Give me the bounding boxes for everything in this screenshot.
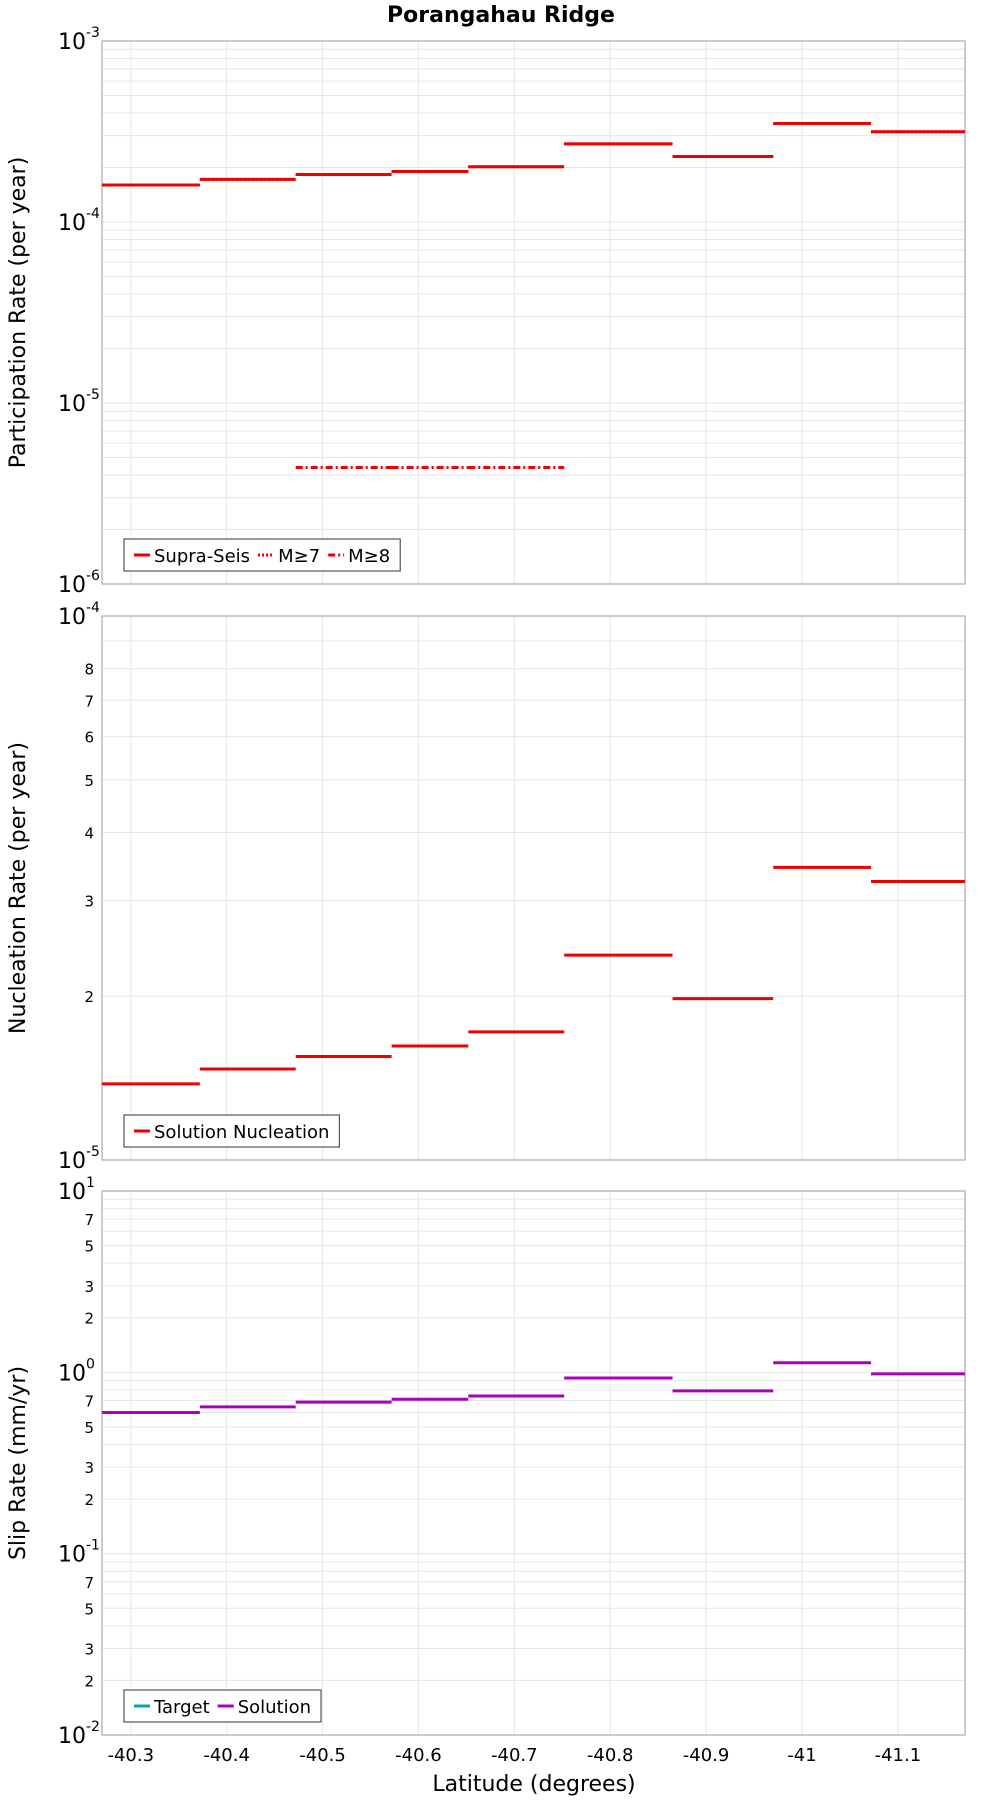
y-minor-tick-label: 2 [84, 1672, 94, 1690]
y-tick-label: 10-6 [58, 568, 100, 598]
y-tick-label: 10-4 [58, 600, 100, 630]
series-supra-seis [102, 122, 965, 187]
y-minor-tick-label: 5 [84, 772, 94, 790]
x-tick-label: -40.3 [107, 1745, 154, 1766]
legend: Supra-Seis M≥7 M≥8 [123, 538, 401, 572]
panels: Participation Rate (per year) 10-6 10-5 10-… [6, 25, 966, 1749]
y-tick-label: 10-2 [58, 1719, 100, 1749]
y-minor-tick-label: 3 [84, 1459, 94, 1477]
y-minor-tick-label: 3 [84, 1278, 94, 1296]
y-axis-label: Slip Rate (mm/yr) [6, 1366, 31, 1560]
legend: Solution Nucleation [123, 1114, 341, 1148]
y-tick-label: 10-4 [58, 206, 100, 236]
y-minor-tick-label: 6 [84, 729, 94, 747]
x-axis: -40.3 -40.4 -40.5 -40.6 -40.7 -40.8 -40.9 -41 -4… [107, 1745, 921, 1766]
y-minor-tick-label: 5 [84, 1600, 94, 1618]
plot-frame [101, 615, 966, 1161]
y-minor-tick-label: 3 [84, 892, 94, 910]
x-tick-label: -40.7 [491, 1745, 538, 1766]
y-tick-label: 100 [58, 1356, 95, 1386]
series-m-7 [102, 122, 965, 187]
series-solution [102, 1361, 965, 1415]
y-tick-label: 101 [58, 1175, 95, 1205]
y-axis-label: Participation Rate (per year) [6, 157, 31, 469]
y-minor-tick-label: 7 [84, 692, 94, 710]
y-tick-label: 10-3 [58, 25, 100, 55]
y-minor-tick-label: 7 [84, 1574, 94, 1592]
y-minor-tick-label: 7 [84, 1211, 94, 1229]
plot-frame [101, 1190, 966, 1736]
x-tick-label: -40.5 [299, 1745, 346, 1766]
x-axis-label: Latitude (degrees) [432, 1772, 635, 1797]
x-tick-label: -40.9 [683, 1745, 730, 1766]
series-group [102, 122, 965, 470]
x-tick-label: -40.6 [395, 1745, 442, 1766]
y-minor-tick-label: 5 [84, 1238, 94, 1256]
panel-2: Nucleation Rate (per year) 10-5 10-4 2 3 4 5 6 7… [6, 600, 966, 1174]
x-tick-label: -41.1 [875, 1745, 922, 1766]
y-tick-label: 10-5 [58, 387, 100, 417]
legend-entry-label: Solution Nucleation [154, 1122, 329, 1143]
plot-frame [101, 40, 966, 585]
grid [102, 616, 965, 1161]
y-minor-tick-label: 4 [84, 824, 94, 842]
y-minor-tick-label: 8 [84, 661, 94, 679]
panel-3: Slip Rate (mm/yr) 10-2 10-1 100 101 2 3 5 7 2 3 5 7 2… [6, 1175, 966, 1749]
panel-1: Participation Rate (per year) 10-6 10-5 10-… [6, 25, 966, 598]
legend-box [123, 1114, 341, 1148]
legend-entry-label: Supra-Seis [154, 546, 250, 567]
series-solution-nucleation [102, 865, 965, 1086]
series-group [102, 865, 965, 1086]
grid [102, 1191, 965, 1736]
legend-entry-label: M≥7 [278, 546, 320, 567]
legend-entry-label: Target [153, 1697, 210, 1718]
y-tick-label: 10-5 [58, 1144, 100, 1174]
legend: Target Solution [123, 1689, 322, 1723]
chart-title: Porangahau Ridge [387, 3, 615, 28]
legend-entry-label: M≥8 [348, 546, 390, 567]
x-tick-label: -40.4 [203, 1745, 250, 1766]
x-tick-label: -41 [787, 1745, 816, 1766]
y-minor-tick-label: 7 [84, 1392, 94, 1410]
legend-entry-label: Solution [238, 1697, 311, 1718]
series-group [102, 1361, 965, 1415]
y-minor-tick-label: 2 [84, 1491, 94, 1509]
x-tick-label: -40.8 [587, 1745, 634, 1766]
y-minor-tick-label: 3 [84, 1640, 94, 1658]
y-minor-tick-label: 5 [84, 1419, 94, 1437]
y-minor-tick-label: 2 [84, 1310, 94, 1328]
y-axis-label: Nucleation Rate (per year) [6, 742, 31, 1034]
y-minor-tick-label: 2 [84, 988, 94, 1006]
grid [102, 41, 965, 585]
y-tick-label: 10-1 [58, 1538, 100, 1568]
